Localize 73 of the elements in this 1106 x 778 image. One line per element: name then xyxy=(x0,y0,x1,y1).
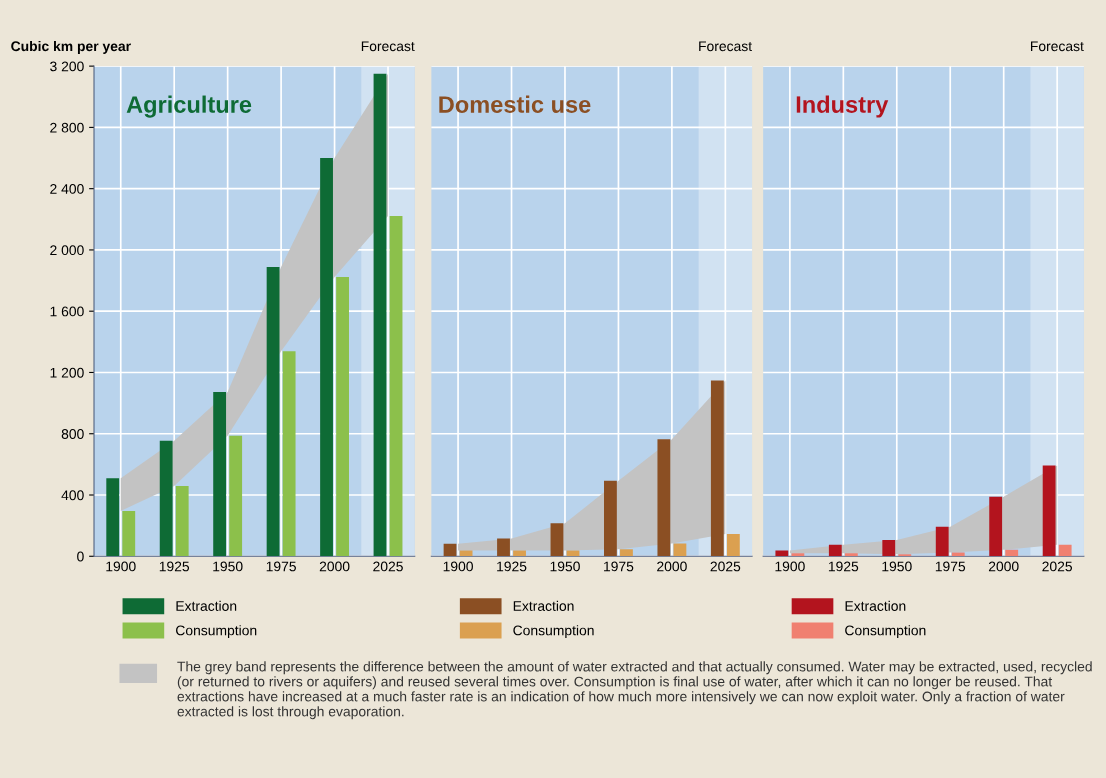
bar xyxy=(1005,549,1019,557)
x-tick-label: 2000 xyxy=(988,561,1019,572)
bar xyxy=(844,553,858,557)
band-label: Forecast xyxy=(361,41,415,52)
bar xyxy=(657,439,671,557)
y-tick-label: 2 400 xyxy=(50,184,84,194)
text: The grey band represents the difference between the amount of water extracted and that actually consumed. Water may be extracted, used, recycled (or returned to rivers or aquifers) and reused several times over. Consumption is final use of water, after which it can no longer be reused. That extractions have increased at a much faster rate is an indication of how much more intensively we can now exploit water. Only a fraction of water extracted is lost through evaporation. xyxy=(177,661,1092,720)
bar xyxy=(791,553,805,557)
x-tick-label: 1950 xyxy=(882,561,912,572)
x-tick-label: 1900 xyxy=(775,561,805,572)
x-tick-label: 1950 xyxy=(550,561,580,572)
bar xyxy=(726,533,740,557)
x-tick-label: 2000 xyxy=(319,561,350,572)
bar xyxy=(620,549,633,557)
legend-label: Consumption xyxy=(176,625,257,639)
legend-label: Extraction xyxy=(845,600,906,611)
bar xyxy=(604,480,617,557)
bar xyxy=(951,552,965,557)
bar xyxy=(443,543,457,557)
bar xyxy=(106,478,120,557)
x-tick-label: 2025 xyxy=(1042,561,1073,572)
x-tick-label: 2025 xyxy=(710,561,741,572)
y-tick-label: 2 000 xyxy=(50,245,84,256)
bar xyxy=(389,215,403,557)
bar xyxy=(213,392,227,557)
bar xyxy=(882,540,896,557)
x-tick-label: 1900 xyxy=(443,561,473,572)
bar xyxy=(989,496,1003,557)
text: Domestic use xyxy=(439,95,591,113)
bar xyxy=(550,523,564,557)
bar xyxy=(898,554,912,557)
y-tick-label: 2 800 xyxy=(50,122,84,133)
x-tick-label: 1925 xyxy=(159,561,190,572)
bar xyxy=(175,486,189,557)
legend-label: Consumption xyxy=(845,625,926,639)
bar xyxy=(336,276,349,557)
legend-label: Consumption xyxy=(513,625,594,639)
bar xyxy=(122,510,136,557)
x-tick-label: 1925 xyxy=(497,561,527,572)
bar xyxy=(320,158,333,557)
bar xyxy=(1058,544,1072,557)
bar xyxy=(828,544,842,557)
text: Agriculture xyxy=(126,95,252,118)
bar xyxy=(1042,465,1056,557)
band-label: Forecast xyxy=(699,41,752,52)
legend-label: Extraction xyxy=(176,600,237,611)
y-tick-label: 400 xyxy=(61,490,84,501)
y-tick-label: 1 600 xyxy=(50,306,84,317)
y-tick-label: 0 xyxy=(77,551,84,562)
legend-label: Extraction xyxy=(513,600,574,611)
y-tick-label: 800 xyxy=(61,429,84,439)
y-axis-title: Cubic km per year xyxy=(11,40,131,54)
x-tick-label: 1950 xyxy=(213,561,243,572)
bar xyxy=(266,266,280,557)
x-tick-label: 1975 xyxy=(266,561,296,572)
x-tick-label: 1925 xyxy=(828,561,859,572)
x-tick-label: 1975 xyxy=(604,561,634,572)
bar xyxy=(159,440,173,557)
band-label: Forecast xyxy=(1030,41,1084,52)
y-tick-label: 3 200 xyxy=(50,61,84,72)
x-tick-label: 2025 xyxy=(373,561,403,572)
x-tick-label: 2000 xyxy=(657,561,687,572)
bar xyxy=(673,543,687,557)
bar xyxy=(373,73,387,557)
y-tick-label: 1 200 xyxy=(50,367,84,378)
bar xyxy=(229,435,243,557)
bar xyxy=(935,526,949,557)
bar xyxy=(710,380,724,557)
x-tick-label: 1975 xyxy=(935,561,966,572)
text: Industry xyxy=(796,95,889,118)
bar xyxy=(282,351,296,557)
bar xyxy=(497,538,510,557)
x-tick-label: 1900 xyxy=(106,561,136,572)
